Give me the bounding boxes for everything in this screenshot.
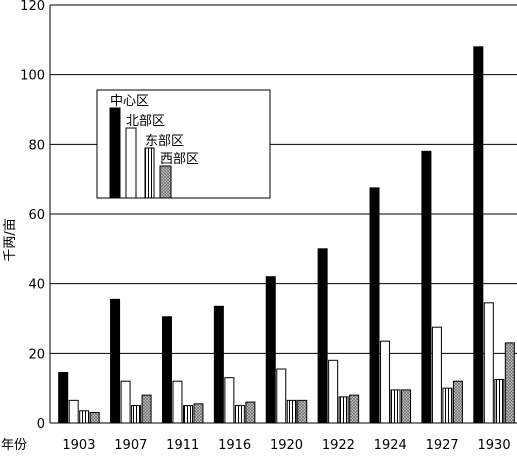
x-tick-1903: 1903: [62, 438, 95, 453]
bar-1924-series-3: [390, 389, 401, 424]
legend-swatch-3: [144, 147, 155, 199]
legend-label-4: 西部区: [160, 152, 199, 167]
bars: [58, 46, 515, 424]
x-axis-title: 年份: [1, 438, 27, 453]
bar-1907-series-2: [120, 380, 131, 424]
bar-1930-series-3: [494, 378, 505, 424]
bar-1927-series-4: [452, 380, 463, 424]
bar-1907-series-1: [110, 298, 121, 424]
bar-1916-series-3: [234, 405, 245, 424]
bar-1922-series-3: [338, 396, 349, 424]
axes: [49, 5, 517, 424]
bar-1907-series-3: [131, 405, 142, 424]
x-tick-1920: 1920: [270, 438, 303, 453]
y-tick-0: 0: [37, 417, 45, 432]
x-tick-1924: 1924: [374, 438, 407, 453]
bar-1920-series-3: [286, 399, 297, 424]
bar-1922-series-2: [328, 359, 339, 424]
y-tick-80: 80: [28, 138, 45, 153]
x-tick-1930: 1930: [478, 438, 511, 453]
y-tick-120: 120: [20, 0, 45, 14]
legend-label-2: 北部区: [126, 114, 165, 129]
bar-1920-series-4: [297, 399, 308, 424]
legend-label-1: 中心区: [110, 94, 149, 109]
bar-1903-series-2: [68, 399, 79, 424]
legend-swatch-1: [109, 107, 121, 199]
bar-1924-series-4: [401, 389, 412, 424]
bar-1930-series-4: [504, 342, 515, 424]
bar-1911-series-1: [161, 316, 172, 424]
y-tick-60: 60: [28, 208, 45, 223]
bar-1907-series-4: [141, 394, 152, 424]
bar-1927-series-1: [421, 150, 432, 424]
bar-1911-series-3: [182, 405, 193, 424]
bar-1922-series-4: [349, 394, 360, 424]
legend-swatch-2: [125, 127, 137, 199]
bar-1916-series-1: [213, 305, 224, 424]
y-tick-100: 100: [20, 69, 45, 84]
y-tick-labels: 0 20 40 60 80 100 120: [20, 0, 45, 432]
x-category-labels: 1903 1907 1911 1916 1920 1922 1924 1927 1930: [62, 438, 510, 453]
y-tick-40: 40: [28, 278, 45, 293]
bar-1911-series-4: [193, 403, 204, 424]
bar-1903-series-1: [58, 371, 69, 424]
y-tick-20: 20: [28, 347, 45, 362]
x-tick-1907: 1907: [114, 438, 147, 453]
bar-1922-series-1: [317, 248, 328, 424]
x-tick-1916: 1916: [218, 438, 251, 453]
legend-swatch-4: [159, 165, 172, 199]
bar-1916-series-4: [245, 401, 256, 424]
legend-label-3: 东部区: [145, 134, 184, 149]
bar-1924-series-1: [369, 187, 380, 424]
bar-1927-series-2: [431, 326, 442, 424]
bar-1920-series-2: [276, 368, 287, 424]
bar-1927-series-3: [442, 387, 453, 424]
bar-1930-series-1: [473, 46, 484, 424]
bar-1930-series-2: [483, 302, 494, 424]
x-tick-1927: 1927: [426, 438, 459, 453]
bar-1920-series-1: [265, 276, 276, 424]
bar-1903-series-4: [89, 412, 100, 424]
x-tick-1922: 1922: [322, 438, 355, 453]
bar-1903-series-3: [79, 410, 90, 424]
bar-1916-series-2: [224, 377, 235, 424]
bar-1924-series-2: [380, 340, 391, 424]
bar-1911-series-2: [172, 380, 183, 424]
y-axis-title: 千两/亩: [2, 218, 18, 261]
x-tick-1911: 1911: [166, 438, 199, 453]
